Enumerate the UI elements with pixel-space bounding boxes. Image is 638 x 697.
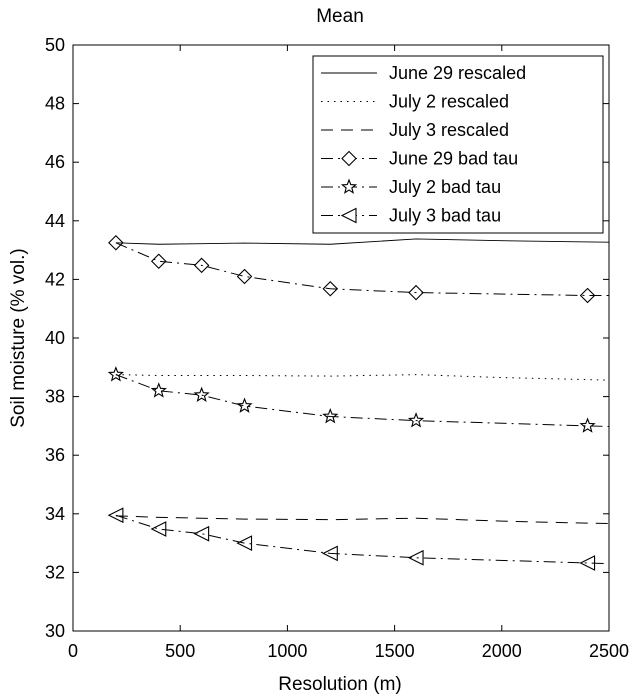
data-point [150,382,167,398]
data-point [579,287,596,304]
series-markers-june-29-bad-tau [108,234,596,304]
series-layer [107,234,609,571]
y-tick-label: 50 [45,35,65,55]
legend-box [312,55,604,234]
series-line-june-29-rescaled [115,238,609,245]
data-point [579,555,596,571]
chart-title: Mean [316,6,364,27]
series-line-july-3-bad-tau [115,514,609,565]
x-tick-label: 2500 [589,641,629,661]
data-point [322,280,339,297]
x-tick-label: 1000 [267,641,307,661]
y-tick-label: 36 [45,445,65,465]
series-june-29-bad-tau [115,242,609,297]
legend-entry-label: June 29 rescaled [389,63,526,83]
series-markers-july-2-bad-tau [107,366,596,433]
series-july-3-bad-tau [115,514,609,565]
data-point [407,412,425,428]
data-point [107,507,124,524]
data-point [108,234,124,251]
x-tick-label: 1500 [375,641,415,661]
legend-entry-label: June 29 bad tau [389,149,518,169]
data-point [236,397,253,413]
series-june-29-rescaled [115,238,609,245]
x-tick-label: 0 [68,641,78,661]
series-line-june-29-bad-tau [115,242,609,297]
data-point [193,386,210,403]
y-tick-label: 32 [45,562,65,582]
y-axis: 30 32 34 36 38 40 42 44 46 48 50 [45,35,609,641]
y-tick-label: 38 [45,387,65,407]
legend-marker [340,207,357,224]
series-markers-july-3-bad-tau [107,507,596,571]
legend-entry-label: July 3 rescaled [389,120,509,140]
series-july-3-rescaled [115,515,609,524]
y-axis-label: Soil moisture (% vol.) [8,248,29,428]
data-point [107,366,124,382]
x-axis-label: Resolution (m) [278,674,402,695]
data-point [236,535,253,551]
x-axis: 0 500 1000 1500 2000 2500 [68,45,629,661]
y-tick-label: 46 [45,152,65,172]
legend-entry-label: July 2 bad tau [389,177,501,197]
data-point [408,284,424,301]
y-tick-label: 30 [45,621,65,641]
legend-entry-label: July 2 rescaled [389,92,509,112]
series-july-2-bad-tau [115,374,609,427]
y-tick-label: 34 [45,504,65,524]
series-july-2-rescaled [115,374,609,381]
legend-entry-label: July 3 bad tau [389,206,501,226]
series-line-july-2-rescaled [115,374,609,381]
data-point [579,417,596,433]
y-tick-label: 42 [45,269,65,289]
data-point [193,525,210,542]
series-line-july-2-bad-tau [115,374,609,427]
y-tick-label: 44 [45,211,65,231]
x-tick-label: 2000 [482,641,522,661]
data-point [322,407,339,424]
x-tick-label: 500 [165,641,195,661]
data-point [236,268,253,285]
y-tick-label: 48 [45,94,65,114]
data-point [150,253,167,270]
data-point [322,545,338,562]
series-line-july-3-rescaled [115,515,609,524]
data-point [150,521,167,537]
data-point [193,257,210,274]
legend-marker [340,178,358,194]
y-tick-label: 40 [45,328,65,348]
data-point [407,549,424,566]
legend-marker [341,150,357,167]
legend: June 29 rescaled July 2 rescaled July 3 re… [312,55,604,234]
